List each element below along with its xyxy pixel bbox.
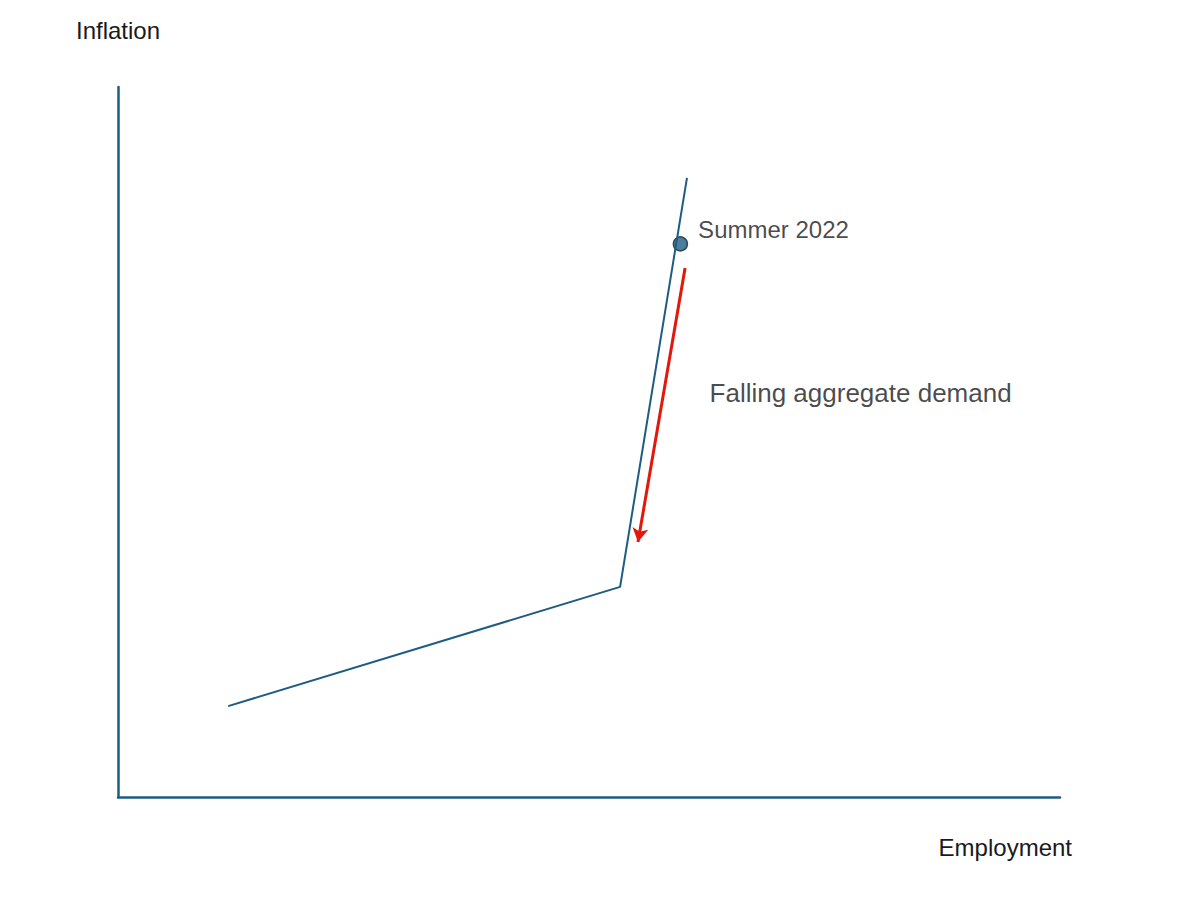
svg-text:Inflation: Inflation bbox=[76, 17, 160, 44]
svg-text:Falling aggregate demand: Falling aggregate demand bbox=[710, 378, 1012, 408]
svg-text:Employment: Employment bbox=[939, 834, 1073, 861]
svg-text:Summer 2022: Summer 2022 bbox=[698, 216, 849, 243]
